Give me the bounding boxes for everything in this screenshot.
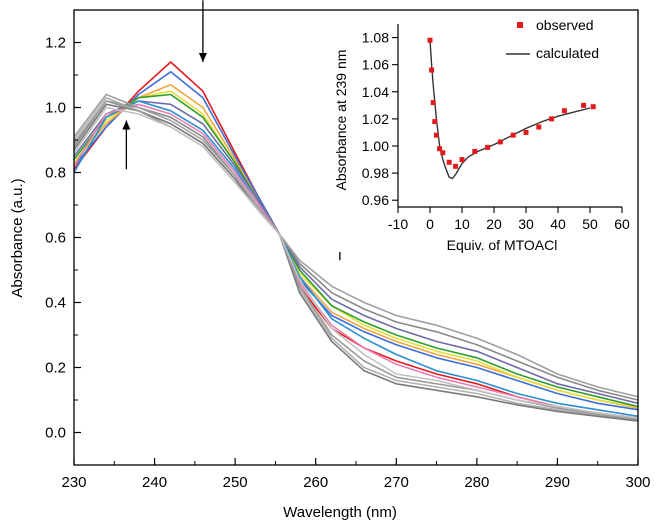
spectrum-line-7	[73, 100, 639, 418]
observed-point-13	[497, 139, 503, 145]
observed-point-3	[430, 100, 436, 106]
legend-observed-marker	[517, 22, 523, 28]
observed-point-16	[536, 124, 542, 130]
inset-x-tick-label--10: -10	[388, 216, 408, 232]
legend-observed-label: observed	[536, 17, 594, 33]
main-y-axis-title: Absorbance (a.u.)	[9, 178, 26, 297]
observed-point-19	[581, 102, 587, 108]
spectrum-line-6	[73, 100, 639, 405]
observed-point-20	[590, 104, 596, 110]
main-y-tick-label-0.6: 0.6	[45, 230, 66, 247]
observed-point-2	[429, 67, 435, 73]
spectrum-line-14	[73, 106, 639, 419]
inset-y-tick-label-1.08: 1.08	[362, 30, 389, 46]
main-x-tick-label-240: 240	[142, 474, 167, 491]
inset-x-tick-label-0: 0	[426, 216, 434, 232]
observed-point-18	[561, 108, 567, 114]
main-x-tick-label-260: 260	[303, 474, 328, 491]
inset-y-tick-label-1.04: 1.04	[362, 84, 389, 100]
inset-x-tick-label-20: 20	[486, 216, 502, 232]
inset-x-tick-label-30: 30	[518, 216, 534, 232]
spectrum-line-12	[73, 103, 639, 422]
observed-point-12	[485, 144, 491, 150]
observed-point-9	[453, 163, 459, 169]
inset-x-tick-label-50: 50	[582, 216, 598, 232]
inset-background	[330, 14, 635, 252]
inset-legend: observed calculated	[506, 17, 599, 61]
main-x-tick-label-300: 300	[625, 474, 650, 491]
inset-x-tick-label-10: 10	[454, 216, 470, 232]
main-x-axis-title: Wavelength (nm)	[283, 504, 397, 521]
inset-y-tick-label-1.00: 1.00	[362, 138, 389, 154]
legend-calculated-label: calculated	[536, 45, 599, 61]
main-series-group	[73, 61, 639, 422]
main-y-tick-label-1.0: 1.0	[45, 100, 66, 117]
spectrum-line-10	[73, 93, 639, 398]
observed-point-4	[432, 119, 438, 125]
observed-point-1	[427, 37, 433, 43]
main-y-tick-label-0.2: 0.2	[45, 360, 66, 377]
main-axis-ticks: 230 240 250 260 270 280 290 3000.00.20.40.60.81…	[45, 9, 651, 491]
observed-point-17	[549, 116, 555, 122]
observed-point-10	[459, 157, 465, 163]
inset-x-tick-label-40: 40	[550, 216, 566, 232]
spectrum-line-5	[73, 93, 639, 408]
trend-arrow-head-1	[198, 53, 207, 62]
main-x-tick-label-280: 280	[464, 474, 489, 491]
inset-y-tick-label-0.98: 0.98	[362, 165, 389, 181]
main-x-tick-label-290: 290	[545, 474, 570, 491]
observed-point-8	[446, 159, 452, 165]
inset-x-tick-label-60: 60	[614, 216, 630, 232]
main-y-tick-label-0.4: 0.4	[45, 295, 66, 312]
inset-y-tick-label-1.06: 1.06	[362, 57, 389, 73]
spectrum-line-4	[73, 90, 639, 408]
inset-axis-ticks: -10 0 10 20 30 40 50 60 0.96 0.98 1.00 1.02 1.04 1.06…	[362, 24, 630, 232]
main-y-tick-label-1.2: 1.2	[45, 35, 66, 52]
main-annotations	[122, 0, 344, 261]
main-x-tick-label-250: 250	[223, 474, 248, 491]
inset-y-axis-title: Absorbance at 239 nm	[333, 50, 349, 191]
spectrum-line-9	[73, 100, 639, 401]
observed-point-7	[440, 150, 446, 156]
observed-point-15	[523, 129, 529, 135]
inset-x-axis-title: Equiv. of MTOACl	[447, 237, 558, 253]
main-x-tick-label-270: 270	[384, 474, 409, 491]
observed-point-14	[510, 132, 516, 138]
main-x-tick-label-230: 230	[61, 474, 86, 491]
trend-arrow-head-2	[122, 120, 131, 130]
main-y-tick-label-0.8: 0.8	[45, 165, 66, 182]
observed-point-5	[433, 132, 439, 138]
inset-y-tick-label-0.96: 0.96	[362, 192, 389, 208]
observed-point-11	[472, 148, 478, 154]
observed-point-6	[437, 146, 443, 152]
inset-series-group	[427, 37, 596, 180]
main-y-tick-label-0.0: 0.0	[45, 425, 66, 442]
inset-y-tick-label-1.02: 1.02	[362, 111, 389, 127]
